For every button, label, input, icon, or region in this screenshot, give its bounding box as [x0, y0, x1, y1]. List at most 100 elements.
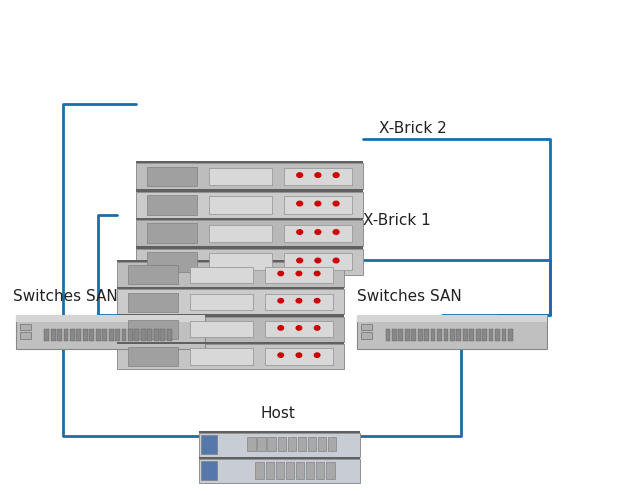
Text: Switches SAN: Switches SAN [13, 290, 118, 304]
Bar [190, 294, 253, 310]
Bar [284, 168, 352, 185]
Bar [430, 329, 435, 341]
Bar [199, 456, 360, 459]
Circle shape [296, 298, 301, 303]
Bar [265, 294, 333, 310]
Bar [424, 329, 429, 341]
Circle shape [296, 353, 301, 357]
Bar [209, 197, 272, 213]
Bar [190, 348, 253, 365]
Bar [284, 225, 352, 242]
Bar [16, 315, 205, 349]
Bar [76, 329, 82, 341]
Bar [147, 166, 197, 187]
Bar [265, 348, 333, 365]
Circle shape [315, 201, 321, 206]
Bar [117, 289, 344, 314]
Bar [117, 342, 344, 344]
Bar [161, 329, 165, 341]
Bar [386, 329, 391, 341]
Circle shape [314, 353, 320, 357]
Bar [117, 344, 344, 369]
Bar [267, 437, 276, 451]
Bar [508, 329, 513, 341]
Bar [326, 462, 334, 479]
Bar [136, 220, 363, 246]
Bar [284, 253, 352, 270]
Bar [147, 195, 197, 215]
Bar [444, 329, 448, 341]
Bar [284, 197, 352, 213]
Circle shape [278, 271, 284, 276]
Text: X-Brick 2: X-Brick 2 [379, 121, 447, 136]
Bar [463, 329, 468, 341]
Circle shape [297, 230, 303, 234]
Bar [117, 262, 344, 287]
Bar [117, 316, 344, 342]
Bar [190, 321, 253, 338]
Bar [357, 315, 547, 322]
Bar [265, 321, 333, 338]
Bar [20, 324, 31, 331]
Bar [489, 329, 494, 341]
Bar [201, 460, 217, 480]
Bar [482, 329, 487, 341]
Bar [392, 329, 397, 341]
Bar [136, 218, 363, 220]
Bar [308, 437, 316, 451]
Bar [298, 437, 306, 451]
Bar [128, 347, 178, 366]
Bar [450, 329, 455, 341]
Bar [128, 329, 133, 341]
Circle shape [314, 271, 320, 276]
Bar [361, 324, 372, 331]
Bar [117, 314, 344, 316]
Bar [117, 287, 344, 289]
Bar [288, 437, 296, 451]
Bar [247, 437, 256, 451]
Bar [167, 329, 171, 341]
Bar [136, 161, 363, 163]
Bar [306, 462, 314, 479]
Bar [135, 329, 139, 341]
Circle shape [333, 230, 339, 234]
Circle shape [314, 326, 320, 330]
Bar [316, 462, 324, 479]
Bar [20, 332, 31, 339]
Bar [115, 329, 120, 341]
Circle shape [297, 201, 303, 206]
Circle shape [333, 173, 339, 177]
Bar [405, 329, 410, 341]
Bar [418, 329, 423, 341]
Bar [96, 329, 100, 341]
Bar [83, 329, 88, 341]
Circle shape [297, 258, 303, 263]
Bar [147, 329, 152, 341]
Bar [265, 462, 274, 479]
Bar [199, 431, 360, 433]
Bar [136, 248, 363, 275]
Bar [255, 462, 264, 479]
Bar [357, 315, 547, 349]
Circle shape [297, 173, 303, 177]
Bar [102, 329, 107, 341]
Bar [147, 223, 197, 244]
Bar [327, 437, 336, 451]
Bar [51, 329, 56, 341]
Circle shape [333, 258, 339, 263]
Bar [398, 329, 403, 341]
Bar [199, 433, 360, 456]
Bar [502, 329, 506, 341]
Bar [470, 329, 474, 341]
Circle shape [278, 298, 284, 303]
Bar [16, 315, 205, 322]
Bar [70, 329, 75, 341]
Bar [456, 329, 461, 341]
Bar [476, 329, 480, 341]
Bar [136, 192, 363, 218]
Bar [117, 260, 344, 262]
Bar [128, 265, 178, 284]
Bar [44, 329, 49, 341]
Bar [265, 267, 333, 283]
Bar [257, 437, 266, 451]
